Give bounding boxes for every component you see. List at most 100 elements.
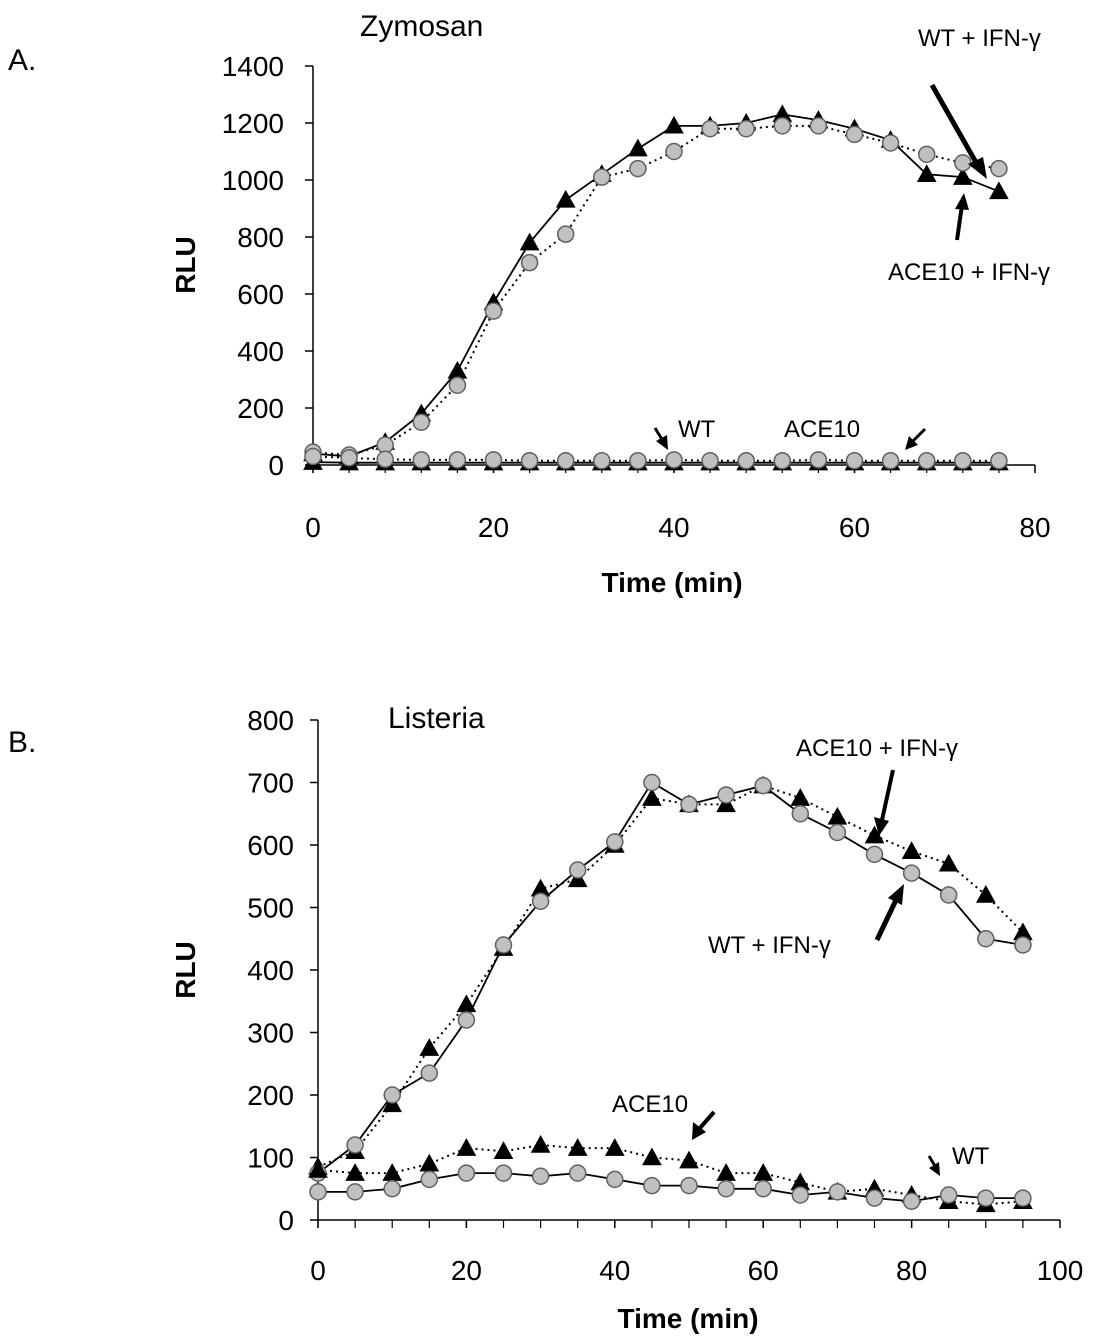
panel-b-point-wt bbox=[939, 1186, 958, 1204]
panel-b-point-ace10 bbox=[345, 1163, 365, 1181]
panel-a-point-wt-ifn bbox=[629, 159, 647, 178]
panel-b-arrowhead-ace10-ifn bbox=[874, 817, 889, 836]
panel-a-point-wt-ifn bbox=[520, 253, 539, 272]
panel-a-series-line-wt-ifn bbox=[312, 124, 1000, 457]
panel-a-x-tick-label: 60 bbox=[839, 512, 870, 543]
panel-b-point-wt-ifn bbox=[791, 805, 810, 823]
panel-b-point-wt bbox=[977, 1189, 995, 1207]
panel-b-point-ace10 bbox=[308, 1159, 328, 1178]
panel-b-arrowhead-wt bbox=[929, 1162, 940, 1176]
panel-b-title: Listeria bbox=[388, 702, 485, 735]
panel-b-x-axis-title: Time (min) bbox=[617, 1303, 758, 1334]
panel-b-point-wt-ifn bbox=[865, 845, 884, 864]
panel-b-point-wt-ifn bbox=[643, 773, 661, 792]
panel-a-point-wt bbox=[448, 451, 467, 469]
panel-a-point-wt-ifn bbox=[990, 159, 1008, 178]
panel-a-point-ace10-ifn bbox=[519, 232, 540, 251]
panel-b-annotation-wt-ifn: WT + IFN-γ bbox=[708, 932, 831, 959]
panel-b-x-tick-label: 100 bbox=[1037, 1255, 1084, 1286]
panel-b-point-ace10 bbox=[716, 1163, 736, 1181]
panel-a-point-wt bbox=[593, 451, 611, 470]
panel-b-x-tick-label: 0 bbox=[310, 1255, 326, 1286]
panel-b-point-wt bbox=[457, 1164, 476, 1182]
panel-a-point-wt bbox=[917, 451, 936, 470]
panel-a-point-wt-ifn bbox=[845, 125, 864, 144]
panel-a-point-wt-ifn bbox=[701, 119, 719, 138]
panel-a-point-ace10-ifn bbox=[555, 189, 576, 208]
panel-b-point-wt bbox=[531, 1167, 550, 1185]
panel-a-point-wt bbox=[629, 451, 647, 470]
panel-b-point-wt-ifn bbox=[902, 864, 921, 882]
panel-b-arrow-ace10 bbox=[698, 1110, 716, 1130]
panel-a-x-tick-label: 20 bbox=[478, 512, 509, 543]
panel-a-arrowhead-ace10 bbox=[905, 436, 918, 450]
panel-a-x-tick-label: 80 bbox=[1019, 512, 1050, 543]
panel-a-point-ace10-ifn bbox=[664, 115, 684, 134]
panel-a-axes: 0 200 400 600 800 1000 1200 1400 0 20 40 60 80 bbox=[222, 51, 1051, 543]
panel-b-point-wt-ifn bbox=[457, 1011, 476, 1029]
panel-b-point-wt-ifn bbox=[977, 930, 995, 948]
panel-b-point-wt bbox=[828, 1183, 847, 1201]
panel-b-point-wt bbox=[754, 1180, 772, 1198]
panel-a-y-tick-label: 800 bbox=[237, 222, 284, 253]
panel-a-point-wt bbox=[520, 451, 539, 470]
panel-b-point-ace10 bbox=[382, 1163, 403, 1181]
panel-b-x-tick-label: 40 bbox=[599, 1255, 630, 1286]
panel-a-point-wt-ifn bbox=[593, 168, 611, 186]
panel-a-point-wt bbox=[773, 451, 792, 470]
panel-b-annotation-ace10: ACE10 bbox=[612, 1091, 688, 1118]
panel-b-point-wt bbox=[568, 1164, 587, 1182]
panel-b-point-wt bbox=[494, 1164, 513, 1182]
panel-b-point-wt-ifn bbox=[346, 1136, 364, 1154]
panel-a: A. Zymosan RLU Time (min) 02004006008001… bbox=[8, 10, 1051, 598]
panel-a-point-wt bbox=[809, 451, 828, 469]
panel-b-point-wt bbox=[717, 1180, 735, 1198]
panel-a-point-wt-ifn bbox=[954, 154, 972, 172]
panel-a-point-ace10-ifn bbox=[447, 360, 468, 379]
panel-b-point-wt-ifn bbox=[717, 786, 735, 804]
panel-b-arrowhead-wt-ifn bbox=[888, 884, 904, 905]
panel-a-point-wt bbox=[556, 451, 575, 470]
panel-b-point-ace10-ifn bbox=[938, 853, 959, 872]
panel-b-point-wt-ifn bbox=[680, 795, 698, 814]
panel-a-annotation-wt-ifn: WT + IFN-γ bbox=[918, 25, 1041, 52]
panel-a-point-wt bbox=[484, 451, 503, 469]
panel-a-y-tick-label: 1000 bbox=[222, 165, 284, 196]
panel-a-point-wt-ifn bbox=[881, 134, 900, 152]
panel-b-y-tick-label: 700 bbox=[247, 768, 294, 799]
panel-b-point-wt-ifn bbox=[531, 892, 550, 910]
panel-a-arrowhead-wt-ifn bbox=[968, 157, 987, 179]
panel-b: B. Listeria RLU Time (min) 0100200300400… bbox=[8, 702, 1083, 1334]
panel-a-x-tick-label: 0 bbox=[305, 512, 321, 543]
panel-b-point-wt-ifn bbox=[494, 936, 513, 954]
panel-a-point-wt bbox=[376, 450, 394, 469]
panel-b-point-wt-ifn bbox=[1014, 936, 1032, 954]
panel-b-annotation-wt: WT bbox=[952, 1143, 990, 1170]
panel-b-point-ace10-ifn bbox=[790, 788, 811, 806]
panel-a-point-ace10-ifn bbox=[628, 138, 648, 157]
panel-a-point-ace10-ifn bbox=[916, 164, 937, 182]
panel-a-x-axis-title: Time (min) bbox=[601, 567, 742, 598]
panel-a-annotation-ace10: ACE10 bbox=[784, 416, 860, 443]
panel-b-y-tick-label: 300 bbox=[247, 1018, 294, 1049]
panel-b-point-wt-ifn bbox=[383, 1086, 401, 1104]
panel-b-series-line-ace10-ifn bbox=[317, 784, 1024, 1168]
panel-a-point-wt-ifn bbox=[809, 117, 828, 135]
panel-b-point-ace10-ifn bbox=[642, 788, 662, 806]
panel-a-point-wt-ifn bbox=[665, 142, 683, 161]
panel-a-point-wt bbox=[990, 451, 1008, 470]
panel-b-y-tick-label: 0 bbox=[278, 1205, 294, 1236]
panel-a-point-ace10-ifn bbox=[989, 181, 1009, 200]
panel-a-y-tick-label: 400 bbox=[237, 336, 284, 367]
panel-b-point-ace10 bbox=[604, 1138, 625, 1156]
panel-a-point-ace10-ifn bbox=[952, 167, 973, 185]
panel-b-x-tick-label: 80 bbox=[896, 1255, 927, 1286]
panel-a-arrowhead-wt bbox=[656, 435, 668, 450]
panel-b-point-ace10 bbox=[530, 1134, 551, 1153]
panel-b-point-wt-ifn bbox=[606, 833, 624, 851]
panel-b-x-tick-label: 20 bbox=[451, 1255, 482, 1286]
panel-b-arrow-wt-ifn bbox=[874, 898, 899, 942]
panel-a-point-wt bbox=[304, 447, 322, 466]
panel-a-point-wt bbox=[737, 451, 755, 470]
panel-a-point-wt-ifn bbox=[448, 376, 467, 394]
